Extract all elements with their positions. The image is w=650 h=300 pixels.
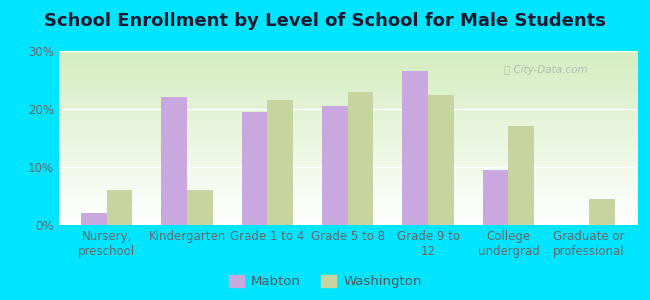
Bar [107,190,133,225]
Bar [81,213,107,225]
Bar [242,112,267,225]
Text: School Enrollment by Level of School for Male Students: School Enrollment by Level of School for… [44,12,606,30]
Bar [483,170,508,225]
Bar [428,94,454,225]
Bar [402,71,428,225]
Legend: Mabton, Washington: Mabton, Washington [223,269,427,293]
Bar [322,106,348,225]
Bar [348,92,374,225]
Bar [267,100,293,225]
Bar [187,190,213,225]
Text: ⓘ City-Data.com: ⓘ City-Data.com [504,65,588,75]
Bar [589,199,614,225]
Bar [508,126,534,225]
Bar [161,98,187,225]
